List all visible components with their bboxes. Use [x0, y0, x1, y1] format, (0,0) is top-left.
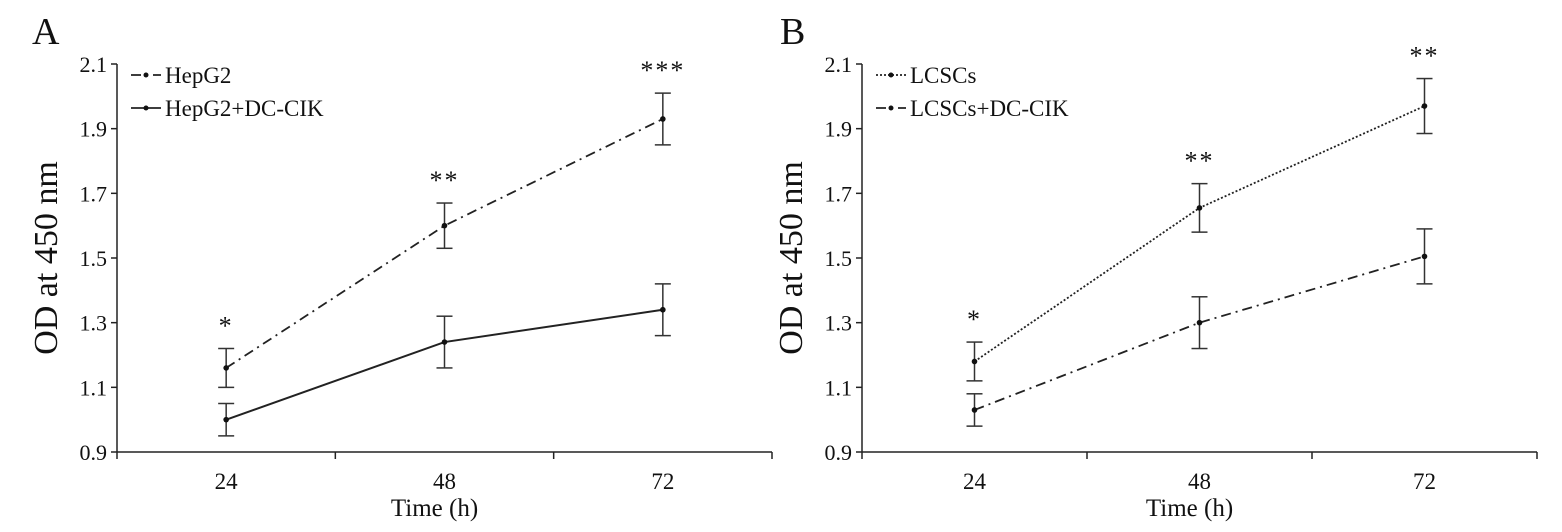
series-lcscs	[966, 77, 1433, 382]
panel-a: A 0.9 1.1 1.3 1.5 1.7 1.9 2.1 24 48 72 Time (h) OD a…	[28, 11, 773, 522]
series-line	[225, 118, 664, 369]
legend-marker	[143, 105, 149, 111]
significance-marker: **	[1410, 42, 1440, 71]
y-tick-label: 1.9	[80, 117, 108, 142]
significance-marker: **	[430, 166, 460, 195]
data-point	[660, 116, 666, 122]
x-tick-label: 72	[651, 469, 674, 494]
panel-b: B 0.9 1.1 1.3 1.5 1.7 1.9 2.1 24 48 72 Time (h) OD a…	[773, 11, 1538, 522]
data-point	[971, 407, 978, 413]
series-lcscs-dc-cik	[966, 228, 1433, 427]
x-tick-label: 24	[215, 469, 239, 494]
y-tick-label: 0.9	[825, 440, 853, 465]
series-hepg2-dc-cik	[218, 283, 671, 437]
series-line	[974, 255, 1425, 411]
data-point	[1196, 319, 1203, 326]
y-tick-label: 2.1	[825, 52, 853, 77]
data-point	[1421, 253, 1428, 260]
y-tick-label: 1.1	[80, 375, 108, 400]
x-axis-label: Time (h)	[391, 495, 478, 522]
y-tick-label: 1.1	[825, 375, 853, 400]
significance-marker: **	[1185, 147, 1215, 176]
panel-label: A	[32, 11, 60, 53]
y-tick-label: 1.3	[825, 311, 853, 336]
data-point	[441, 222, 448, 229]
data-point	[223, 365, 229, 371]
y-tick-label: 1.5	[825, 246, 853, 271]
y-tick-label: 2.1	[80, 52, 108, 77]
panel-label: B	[780, 11, 805, 53]
legend-marker	[143, 72, 149, 78]
legend-label: HepG2+DC-CIK	[165, 96, 324, 121]
data-point	[660, 306, 666, 313]
significance-marker: *	[967, 305, 982, 334]
y-tick-label: 1.3	[80, 311, 108, 336]
legend-marker	[888, 72, 894, 78]
x-tick-label: 24	[963, 469, 987, 494]
y-axis-label: OD at 450 nm	[773, 161, 810, 355]
significance-marker: ***	[640, 56, 685, 85]
significance-marker: *	[219, 312, 234, 341]
legend-label: LCSCs+DC-CIK	[910, 96, 1069, 121]
legend-label: HepG2	[165, 63, 231, 88]
data-point	[223, 416, 229, 423]
x-tick-label: 48	[433, 469, 456, 494]
data-point	[971, 358, 978, 365]
data-point	[1421, 103, 1428, 109]
y-tick-label: 0.9	[80, 440, 108, 465]
legend-label: LCSCs	[910, 63, 977, 88]
data-point	[1196, 205, 1203, 211]
series-hepg2	[218, 92, 671, 389]
y-tick-label: 1.5	[80, 246, 108, 271]
y-tick-label: 1.7	[825, 181, 853, 206]
legend-marker	[888, 105, 894, 111]
x-tick-label: 72	[1413, 469, 1436, 494]
y-axis-label: OD at 450 nm	[28, 161, 65, 355]
y-tick-label: 1.9	[825, 117, 853, 142]
y-tick-label: 1.7	[80, 181, 108, 206]
x-tick-label: 48	[1188, 469, 1211, 494]
x-axis-label: Time (h)	[1146, 495, 1233, 522]
data-point	[441, 339, 448, 345]
